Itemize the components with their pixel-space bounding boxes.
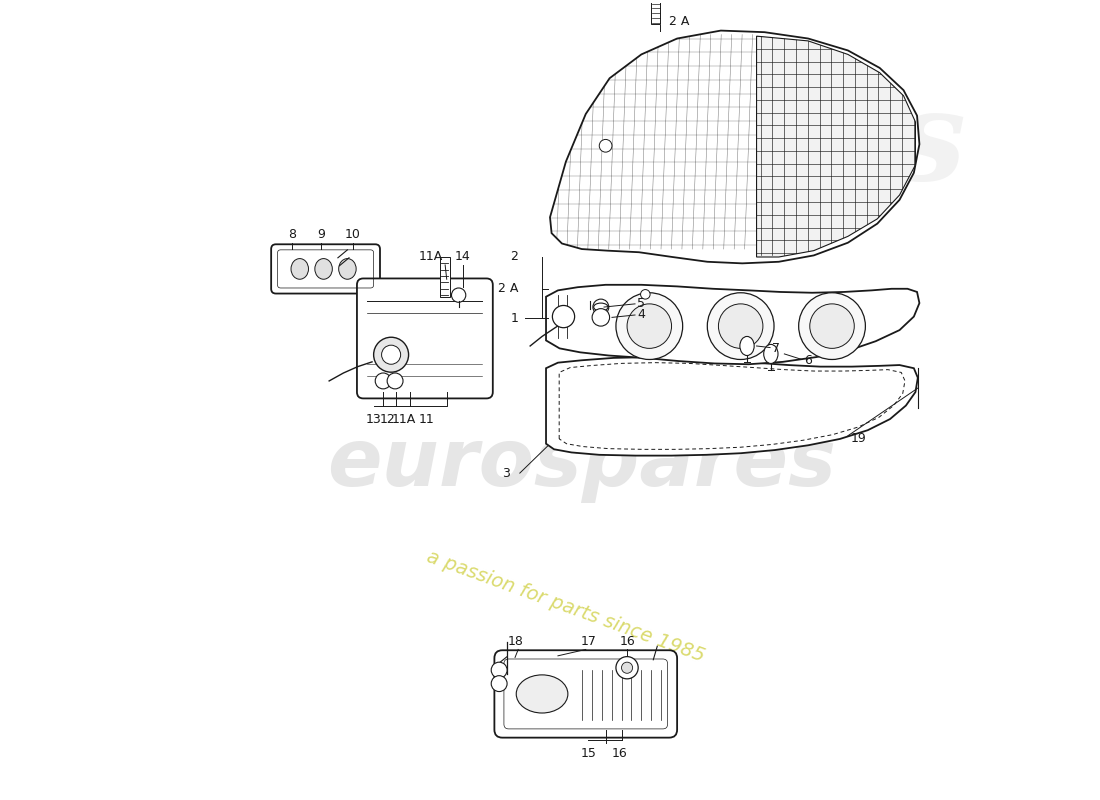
Circle shape: [718, 304, 763, 348]
Text: 10: 10: [345, 228, 361, 241]
Circle shape: [593, 299, 608, 315]
Circle shape: [621, 662, 632, 674]
Circle shape: [451, 288, 465, 302]
Text: 11A: 11A: [419, 250, 443, 263]
Text: 3: 3: [503, 466, 510, 479]
Text: 5: 5: [637, 298, 646, 310]
Text: 7: 7: [772, 342, 780, 355]
Bar: [440, 257, 450, 297]
Circle shape: [600, 139, 612, 152]
Text: 13: 13: [366, 413, 382, 426]
Ellipse shape: [740, 337, 755, 355]
Text: 11A: 11A: [392, 413, 416, 426]
Ellipse shape: [292, 258, 308, 279]
Circle shape: [810, 304, 855, 348]
Text: a passion for parts since 1985: a passion for parts since 1985: [425, 547, 707, 666]
Text: 8: 8: [288, 228, 296, 241]
Circle shape: [552, 306, 574, 328]
Ellipse shape: [315, 258, 332, 279]
Circle shape: [492, 662, 507, 678]
Text: 16: 16: [612, 747, 628, 760]
Text: 1: 1: [510, 312, 518, 325]
Text: 15: 15: [580, 747, 596, 760]
Text: eurospares: eurospares: [328, 425, 837, 502]
Circle shape: [627, 304, 671, 348]
Polygon shape: [550, 30, 920, 263]
Circle shape: [374, 338, 408, 372]
Circle shape: [375, 373, 392, 389]
Circle shape: [382, 345, 400, 364]
Text: es: es: [816, 85, 967, 206]
Polygon shape: [757, 36, 915, 257]
Circle shape: [592, 309, 609, 326]
FancyBboxPatch shape: [272, 244, 379, 294]
FancyBboxPatch shape: [358, 278, 493, 398]
Circle shape: [387, 373, 403, 389]
Text: 2 A: 2 A: [669, 15, 690, 28]
Text: 9: 9: [317, 228, 326, 241]
Circle shape: [492, 676, 507, 691]
Circle shape: [616, 657, 638, 679]
Text: 18: 18: [508, 635, 524, 648]
Text: 12: 12: [381, 413, 396, 426]
Ellipse shape: [339, 258, 356, 279]
Bar: [651, 0, 660, 24]
Circle shape: [707, 293, 774, 359]
Text: 14: 14: [454, 250, 471, 263]
Text: 16: 16: [619, 635, 635, 648]
Ellipse shape: [763, 344, 778, 363]
Text: 11: 11: [419, 413, 435, 426]
Ellipse shape: [516, 675, 568, 713]
Circle shape: [640, 290, 650, 299]
Polygon shape: [546, 285, 920, 364]
Circle shape: [799, 293, 866, 359]
Text: 4: 4: [637, 309, 646, 322]
Polygon shape: [546, 357, 917, 456]
Text: 17: 17: [580, 635, 596, 648]
Text: 6: 6: [804, 354, 812, 366]
Text: 2 A: 2 A: [498, 282, 518, 295]
Text: 2: 2: [510, 250, 518, 263]
Circle shape: [616, 293, 683, 359]
FancyBboxPatch shape: [494, 650, 678, 738]
Text: 19: 19: [850, 432, 866, 445]
